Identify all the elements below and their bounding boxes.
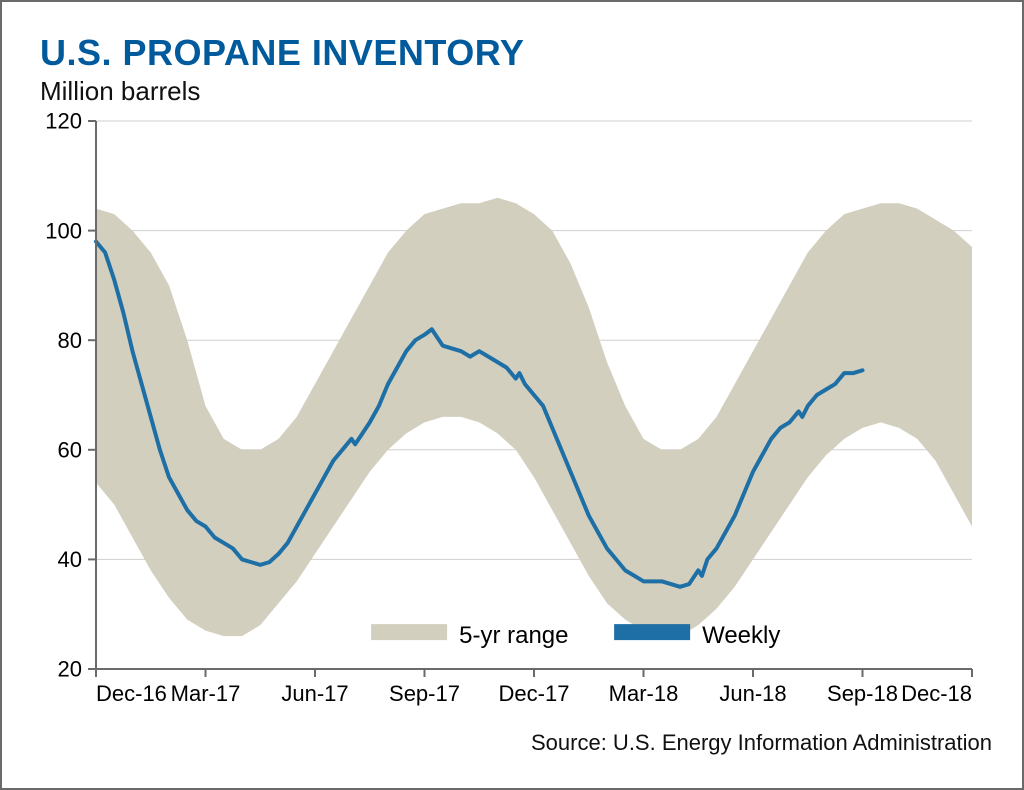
legend-label: Weekly — [702, 622, 780, 649]
line-chart-svg: 20 40 60 80 100 120 Dec-16Mar-17 Jun-17 Sep-17 De… — [40, 111, 988, 721]
x-tick-label: Dec-16 — [96, 681, 167, 706]
x-tick-label: Jun-17 — [281, 681, 348, 706]
legend-label: 5-yr range — [459, 622, 568, 649]
y-tick-label: 80 — [58, 328, 82, 353]
x-tick-label: Sep-17 — [389, 681, 460, 706]
y-tick-label: 60 — [58, 438, 82, 463]
x-tick-label: Mar-17 — [171, 681, 241, 706]
y-tick-label: 20 — [58, 657, 82, 682]
chart-title: U.S. PROPANE INVENTORY — [40, 32, 992, 74]
legend-swatch — [614, 624, 690, 640]
x-tick-label: Sep-18 — [827, 681, 898, 706]
x-tick-label: Dec-17 — [499, 681, 570, 706]
chart-source: Source: U.S. Energy Information Administ… — [40, 730, 992, 756]
x-tick-label: Mar-18 — [609, 681, 679, 706]
y-tick-label: 120 — [45, 111, 82, 134]
y-tick-label: 100 — [45, 218, 82, 243]
x-tick-label: Dec-18 — [901, 681, 972, 706]
y-tick-label: 40 — [58, 547, 82, 572]
chart-subtitle: Million barrels — [40, 76, 992, 107]
chart-card: U.S. PROPANE INVENTORY Million barrels 2… — [0, 0, 1024, 790]
x-tick-label: Jun-18 — [719, 681, 786, 706]
legend-swatch — [371, 624, 447, 640]
chart-area: 20 40 60 80 100 120 Dec-16Mar-17 Jun-17 Sep-17 De… — [40, 111, 992, 726]
